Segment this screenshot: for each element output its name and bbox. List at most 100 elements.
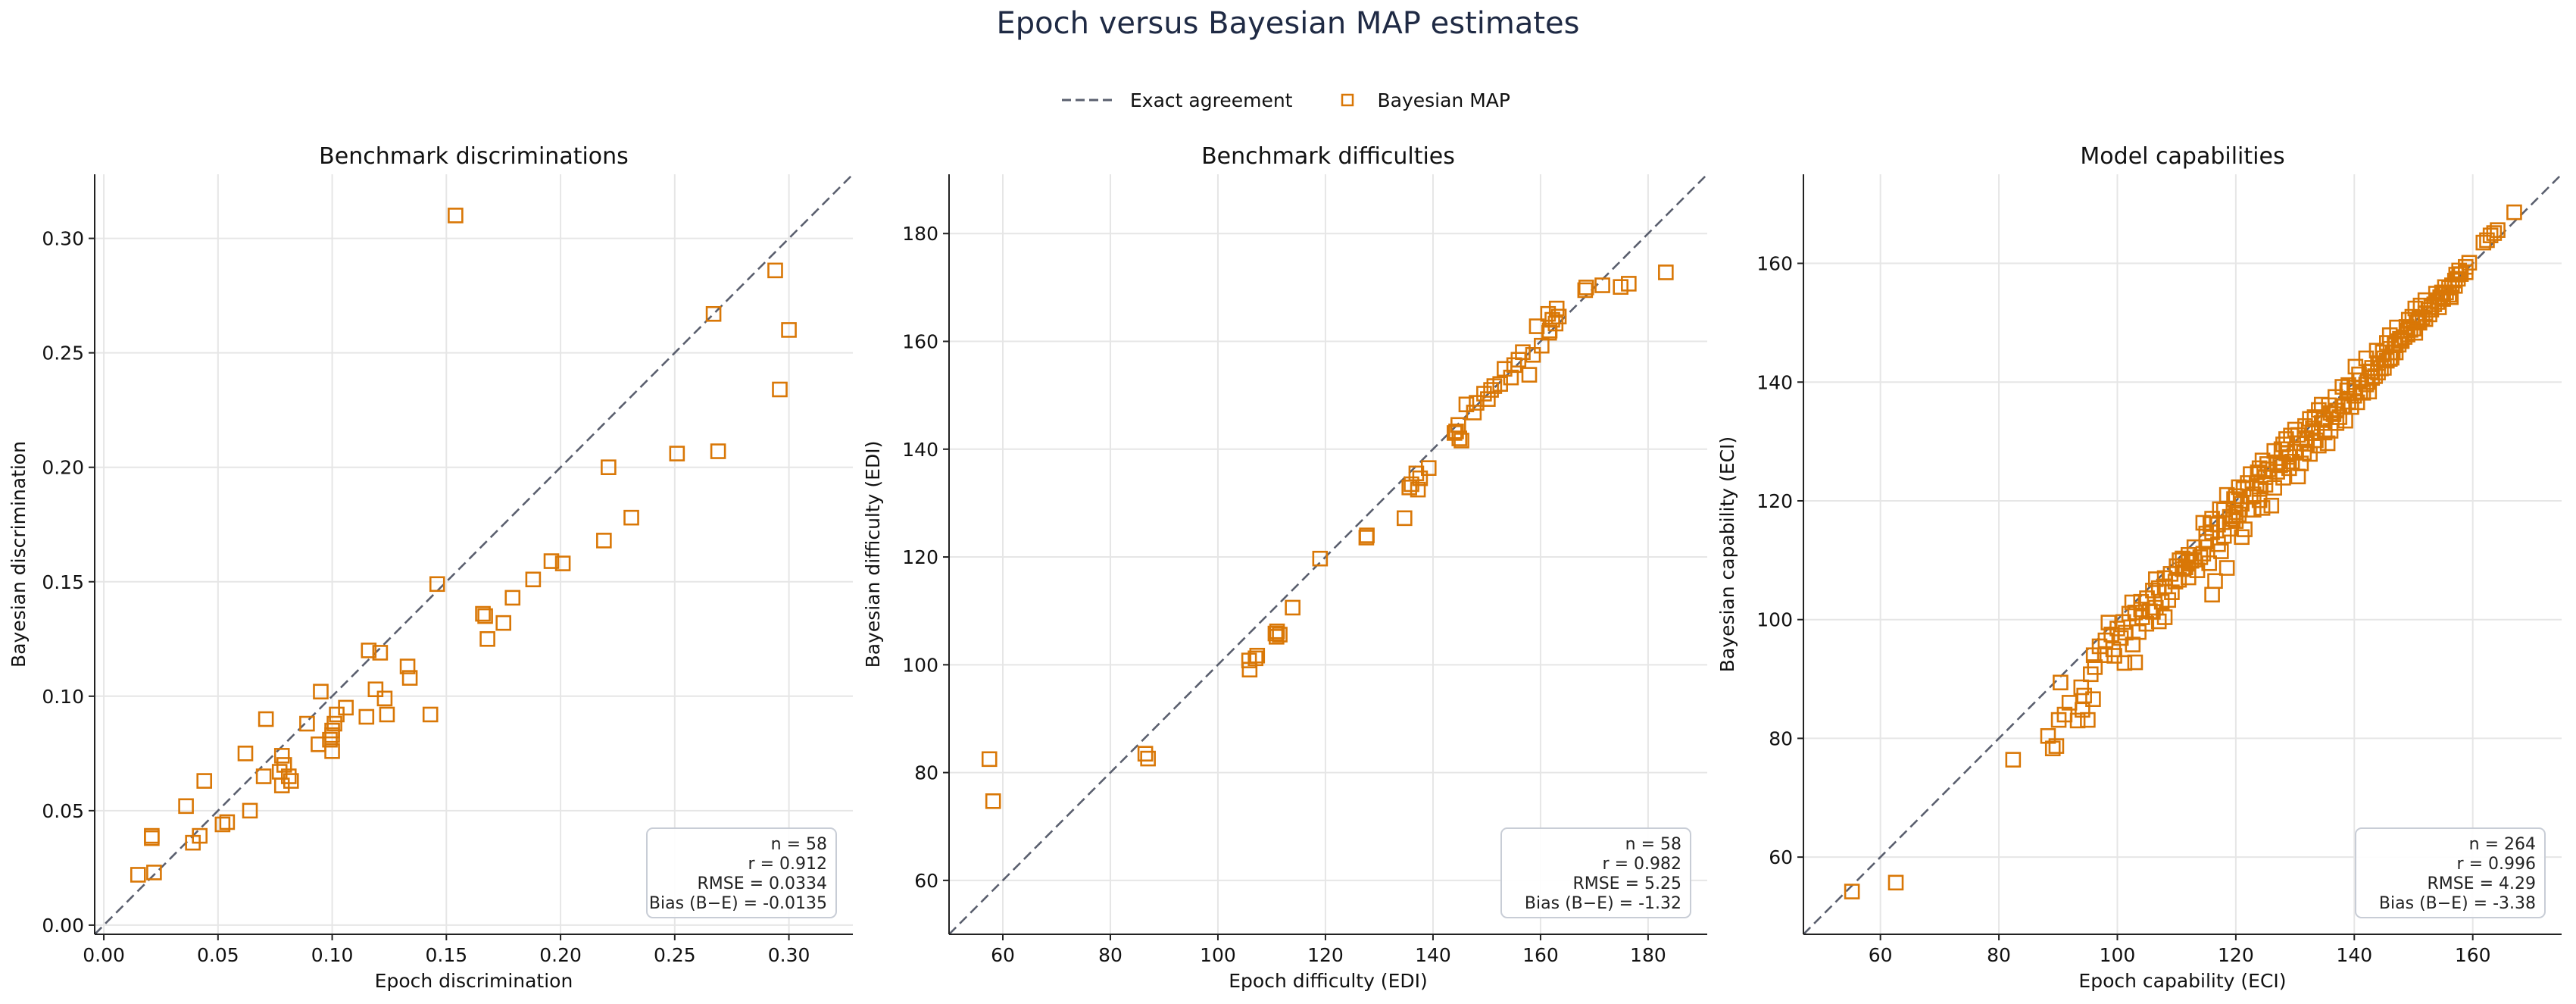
- legend-label: Exact agreement: [1130, 89, 1293, 111]
- data-point: [2186, 539, 2203, 555]
- data-point: [2212, 501, 2228, 518]
- stats-line: Bias (B−E) = -0.0135: [649, 894, 827, 913]
- stats-line: r = 0.982: [1603, 855, 1681, 874]
- y-tick-label: 180: [902, 223, 938, 245]
- data-point: [2347, 358, 2364, 375]
- data-point: [981, 751, 998, 768]
- data-point: [2226, 491, 2242, 507]
- y-tick-label: 0.10: [42, 686, 84, 708]
- data-point: [1312, 550, 1329, 567]
- data-point: [273, 748, 290, 764]
- data-point: [710, 443, 726, 459]
- data-point: [2181, 554, 2197, 570]
- data-point: [2266, 480, 2283, 496]
- data-point: [2254, 500, 2271, 516]
- x-tick-label: 100: [1200, 944, 1236, 966]
- legend: Exact agreement Bayesian MAP: [1060, 85, 1510, 115]
- data-point: [2044, 740, 2061, 757]
- data-point: [2392, 330, 2408, 347]
- data-point: [2201, 555, 2217, 571]
- data-point: [1578, 280, 1594, 296]
- y-tick-label: 0.30: [42, 228, 84, 250]
- data-point: [2362, 363, 2379, 380]
- y-tick-label: 80: [1769, 727, 1793, 749]
- data-point: [1544, 311, 1560, 328]
- data-point: [276, 757, 292, 773]
- y-tick-label: 160: [1756, 253, 1793, 275]
- y-tick-label: 100: [1756, 609, 1793, 631]
- data-point: [1521, 367, 1538, 383]
- data-point: [429, 576, 445, 593]
- data-point: [283, 773, 299, 789]
- data-point: [2115, 614, 2131, 630]
- data-point: [1140, 750, 1156, 767]
- data-point: [767, 262, 783, 279]
- data-point: [781, 322, 797, 338]
- data-point: [2127, 654, 2144, 671]
- data-point: [2116, 655, 2133, 671]
- y-tick-label: 60: [914, 870, 938, 892]
- data-point: [1844, 884, 1860, 899]
- panel-title: Benchmark discriminations: [319, 143, 629, 170]
- data-point: [2412, 297, 2429, 314]
- data-point: [324, 722, 340, 739]
- stats-line: RMSE = 4.29: [2427, 874, 2536, 893]
- data-point: [495, 615, 511, 631]
- data-point: [2437, 279, 2453, 296]
- data-point: [2218, 560, 2235, 576]
- data-point: [2237, 521, 2253, 537]
- x-axis-label: Epoch capability (ECI): [2078, 970, 2286, 992]
- data-point: [1408, 465, 1425, 482]
- data-point: [601, 459, 617, 475]
- data-point: [2259, 456, 2275, 472]
- data-point: [1272, 627, 1288, 643]
- data-point: [1420, 460, 1437, 476]
- data-point: [2069, 712, 2086, 729]
- x-tick-label: 0.05: [197, 944, 239, 966]
- data-point: [477, 608, 493, 624]
- data-point: [2336, 398, 2353, 414]
- data-point: [2278, 431, 2294, 447]
- data-point: [361, 643, 377, 658]
- data-point: [2235, 481, 2252, 497]
- x-tick-label: 80: [1098, 944, 1123, 966]
- data-point: [2156, 609, 2173, 625]
- data-point: [2202, 516, 2218, 532]
- data-point: [2359, 374, 2376, 390]
- y-tick-label: 140: [902, 439, 938, 461]
- data-point: [2250, 464, 2266, 480]
- data-point: [1888, 874, 1904, 891]
- data-point: [338, 699, 354, 716]
- data-point: [144, 827, 160, 844]
- y-tick-label: 120: [1756, 490, 1793, 512]
- x-tick-label: 0.00: [83, 944, 125, 966]
- chart-panel-1: 0.00 0.05 0.10 0.15 0.20 0.25 0.30 0.00 0.05 0.10…: [8, 143, 854, 992]
- x-tick-label: 60: [1869, 944, 1893, 966]
- data-point: [2048, 738, 2065, 754]
- stats-line: n = 58: [1625, 835, 1681, 854]
- data-point: [479, 630, 495, 647]
- stats-line: n = 264: [2469, 835, 2536, 854]
- stats-box: [2355, 827, 2546, 918]
- data-point: [324, 743, 340, 759]
- data-point: [299, 715, 315, 732]
- data-point: [2087, 659, 2103, 675]
- data-point: [219, 814, 236, 830]
- data-point: [1249, 647, 1266, 664]
- open-square-swatch: [1341, 93, 1354, 107]
- data-point: [1451, 430, 1468, 446]
- data-point: [2506, 204, 2522, 221]
- chart-panel-3: 60 80 100 120 140 160 60 80 100 120 140 160 Model ca…: [1716, 143, 2562, 992]
- x-tick-label: 120: [2218, 944, 2254, 966]
- x-tick-label: 80: [1987, 944, 2011, 966]
- data-point: [1577, 282, 1594, 299]
- data-point: [196, 773, 213, 789]
- dashed-line-swatch: [1062, 99, 1112, 102]
- data-point: [214, 816, 231, 833]
- y-tick-label: 140: [1756, 371, 1793, 393]
- x-tick-label: 0.25: [654, 944, 696, 966]
- data-point: [1412, 470, 1429, 486]
- data-point: [2339, 382, 2356, 399]
- data-point: [2085, 647, 2102, 664]
